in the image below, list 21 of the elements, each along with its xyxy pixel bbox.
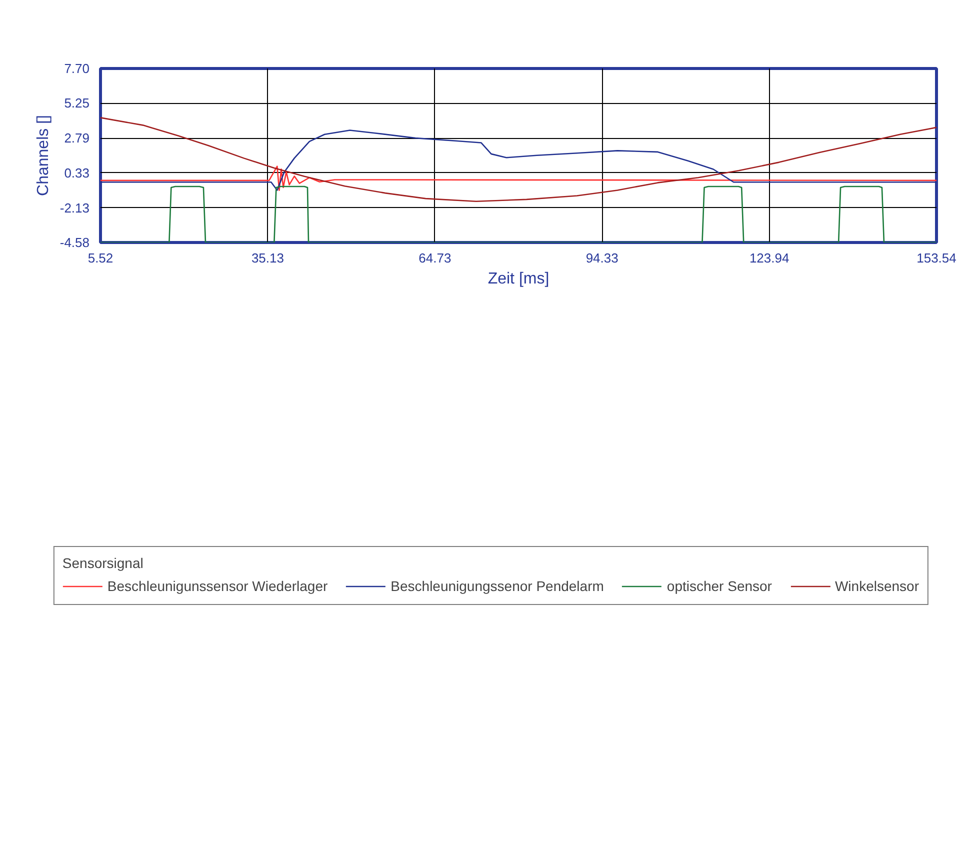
legend-label: optischer Sensor bbox=[666, 578, 772, 594]
x-tick-label: 153.54 bbox=[916, 250, 956, 266]
y-tick-label: -2.13 bbox=[60, 200, 90, 216]
x-tick-label: 123.94 bbox=[749, 250, 790, 266]
x-tick-label: 64.73 bbox=[418, 250, 452, 266]
y-tick-label: -4.58 bbox=[60, 235, 90, 250]
y-tick-label: 0.33 bbox=[64, 165, 90, 180]
x-axis-title: Zeit [ms] bbox=[488, 270, 550, 288]
legend-label: Beschleunigungssenor Pendelarm bbox=[390, 578, 604, 594]
line-series bbox=[100, 166, 936, 192]
x-tick-label: 35.13 bbox=[251, 250, 284, 266]
line-series bbox=[100, 117, 936, 202]
y-tick-label: 2.79 bbox=[64, 130, 90, 146]
y-tick-label: 5.25 bbox=[64, 96, 90, 111]
y-axis-title: Channels [] bbox=[34, 115, 52, 196]
x-tick-label: 94.33 bbox=[586, 250, 618, 266]
x-tick-label: 5.52 bbox=[88, 250, 114, 266]
legend-label: Winkelsensor bbox=[834, 578, 919, 594]
y-tick-label: 7.70 bbox=[64, 61, 90, 76]
legend-title: Sensorsignal bbox=[62, 555, 144, 571]
legend-label: Beschleunigunssensor Wiederlager bbox=[107, 578, 328, 594]
